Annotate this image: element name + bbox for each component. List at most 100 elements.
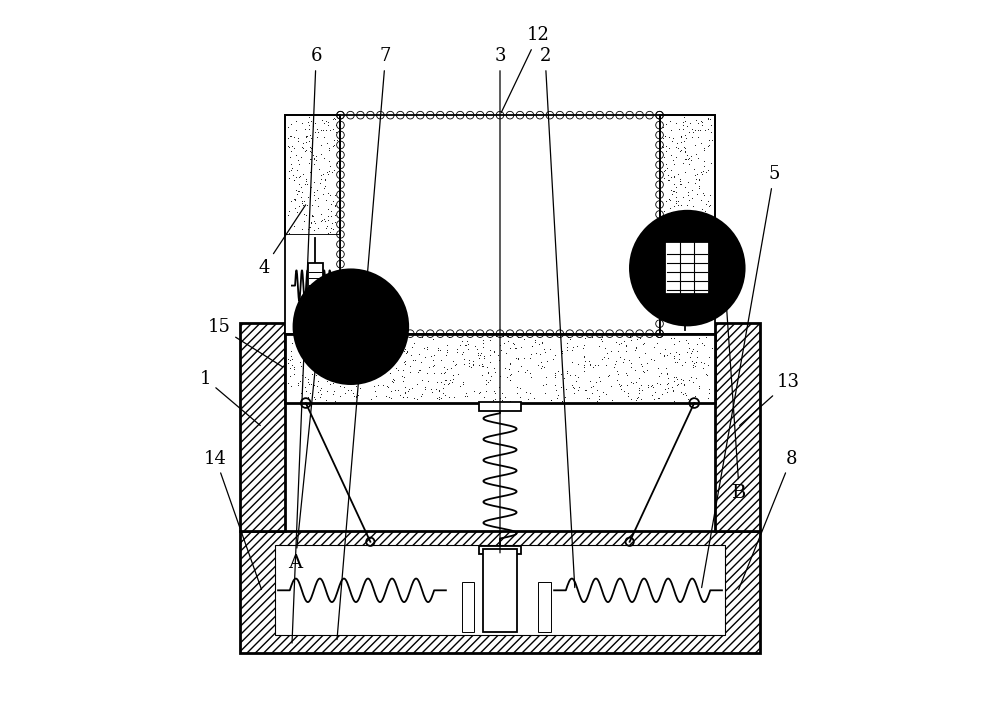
Point [669, 373, 685, 385]
Point [695, 188, 711, 199]
Point [691, 173, 707, 184]
Point [663, 184, 679, 195]
Point [482, 357, 498, 368]
Point [425, 361, 441, 372]
Point [685, 361, 701, 372]
Point [303, 378, 319, 390]
Point [475, 361, 491, 372]
Point [601, 370, 617, 381]
Bar [660, 115, 715, 235]
Point [397, 388, 413, 399]
Point [280, 121, 296, 133]
Point [366, 380, 382, 392]
Point [679, 150, 695, 161]
Point [656, 222, 672, 233]
Point [293, 360, 309, 371]
Point [677, 115, 693, 126]
Point [666, 376, 682, 387]
Point [348, 380, 364, 392]
Point [281, 206, 297, 217]
Point [470, 347, 486, 358]
Point [622, 331, 638, 342]
Point [662, 115, 678, 126]
Point [295, 138, 311, 149]
Point [673, 178, 689, 190]
Point [693, 138, 709, 149]
Point [390, 364, 406, 376]
Point [665, 186, 681, 197]
Point [306, 190, 322, 201]
Point [623, 394, 639, 405]
Point [564, 345, 580, 356]
Point [700, 359, 716, 371]
Point [302, 154, 318, 165]
Point [646, 342, 662, 353]
Point [539, 355, 555, 366]
Point [280, 140, 296, 152]
Point [696, 190, 712, 201]
Point [620, 387, 636, 398]
Point [291, 186, 307, 197]
Point [298, 136, 314, 147]
Point [348, 390, 364, 402]
Point [668, 346, 684, 357]
Point [328, 343, 344, 355]
Point [666, 351, 682, 362]
Point [547, 350, 563, 361]
Point [441, 331, 457, 343]
Point [649, 378, 665, 389]
Point [657, 343, 673, 355]
Point [556, 372, 572, 383]
Point [301, 120, 317, 131]
Point [295, 199, 311, 211]
Point [695, 362, 711, 373]
Point [300, 373, 316, 384]
Point [324, 369, 340, 380]
Point [681, 343, 697, 354]
Point [281, 165, 297, 176]
Point [308, 150, 324, 161]
Point [327, 216, 343, 227]
Point [287, 193, 303, 204]
Point [316, 152, 332, 164]
Point [700, 113, 716, 124]
Point [471, 352, 487, 364]
Point [603, 380, 619, 392]
Point [534, 361, 550, 372]
Point [455, 346, 471, 357]
Point [512, 392, 528, 403]
Point [505, 337, 521, 348]
Point [523, 372, 539, 383]
Point [307, 117, 323, 128]
Point [414, 388, 430, 399]
Point [328, 119, 344, 131]
Point [282, 222, 298, 233]
Point [665, 133, 681, 144]
Point [293, 191, 309, 202]
Point [559, 366, 575, 377]
Point [613, 337, 629, 348]
Point [592, 376, 608, 387]
Point [405, 355, 421, 366]
Point [424, 387, 440, 398]
Point [441, 377, 457, 388]
Point [686, 163, 702, 174]
Point [283, 196, 299, 207]
Point [446, 391, 462, 402]
Point [666, 171, 682, 183]
Point [696, 160, 712, 171]
Point [316, 214, 332, 225]
Point [528, 347, 544, 359]
Point [628, 395, 644, 406]
Point [691, 175, 707, 186]
Point [680, 338, 696, 349]
Point [286, 361, 302, 372]
Point [286, 143, 302, 154]
Point [298, 176, 314, 187]
Point [371, 355, 387, 366]
Point [292, 170, 308, 181]
Point [406, 392, 422, 403]
Point [522, 367, 538, 378]
Point [591, 371, 607, 382]
Point [326, 371, 342, 383]
